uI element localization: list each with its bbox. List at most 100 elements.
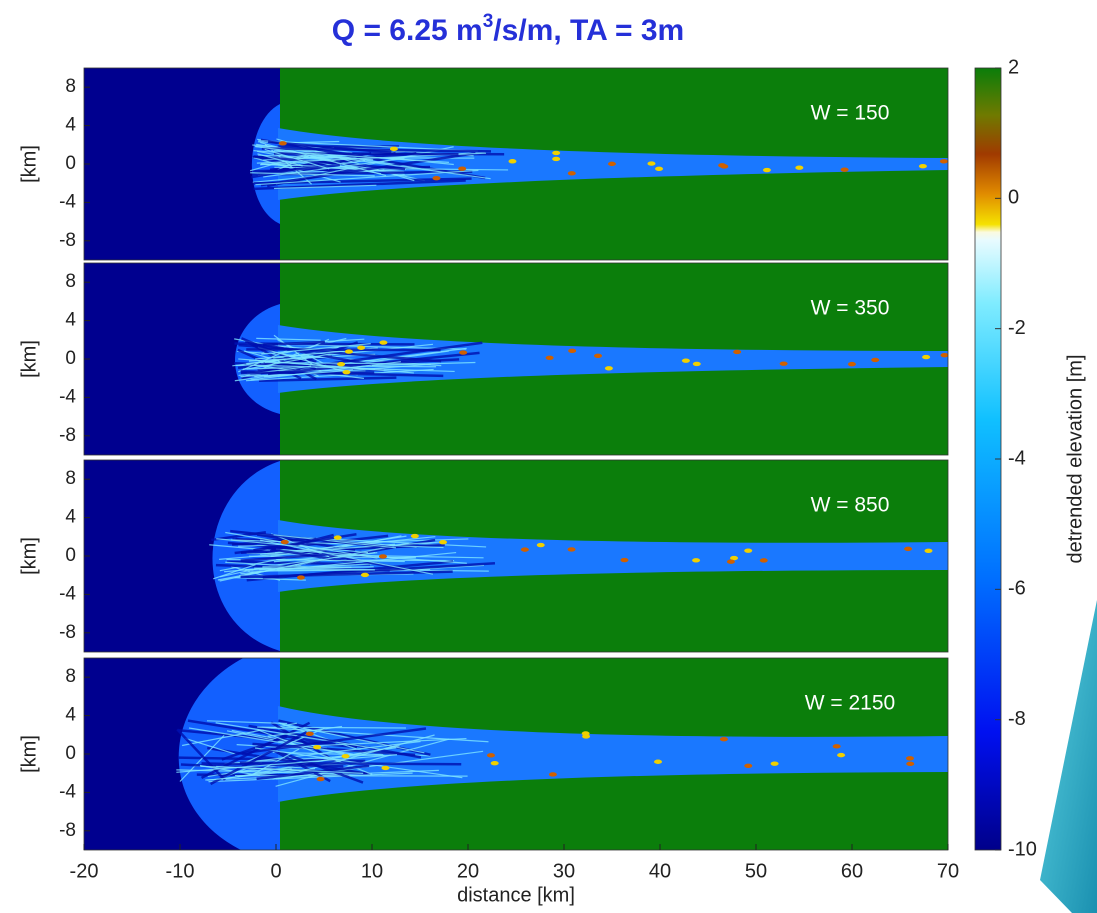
channel-streak bbox=[255, 145, 491, 180]
bar-deposit bbox=[458, 166, 467, 171]
y-tick-label: -8 bbox=[59, 230, 76, 251]
bar-deposit bbox=[840, 167, 849, 172]
channel-streak bbox=[238, 343, 442, 363]
bar-deposit bbox=[905, 756, 914, 761]
channel-streak bbox=[187, 719, 336, 746]
title-part: /s/m, TA = 3m bbox=[493, 14, 684, 47]
channel-streak bbox=[239, 542, 409, 577]
bar-deposit bbox=[620, 557, 629, 563]
bar-deposit bbox=[779, 361, 788, 366]
colorbar-tick-label: -8 bbox=[1008, 708, 1026, 730]
channel-streak bbox=[205, 769, 439, 781]
bar-deposit bbox=[795, 165, 804, 170]
y-tick-label: -8 bbox=[59, 622, 76, 643]
delta-fan bbox=[178, 658, 280, 850]
bar-deposit bbox=[744, 763, 753, 768]
channel-streak bbox=[216, 765, 364, 774]
bar-deposit bbox=[337, 362, 346, 367]
channel-streak bbox=[275, 548, 467, 564]
bar-deposit bbox=[410, 533, 419, 539]
bar-deposit bbox=[490, 761, 499, 766]
title: Q = 6.25 m3/s/m, TA = 3m bbox=[332, 11, 684, 47]
channel-streak bbox=[176, 728, 226, 782]
bar-deposit bbox=[726, 559, 735, 564]
bar-deposit bbox=[647, 161, 656, 166]
bar-deposit bbox=[342, 369, 351, 375]
channel-streak bbox=[208, 772, 413, 783]
x-tick-label: -20 bbox=[70, 860, 99, 882]
bar-deposit bbox=[918, 164, 927, 169]
colorbar-tick-label: 2 bbox=[1008, 56, 1019, 78]
y-axis-label: [km] bbox=[18, 145, 40, 183]
bar-deposit bbox=[871, 357, 880, 363]
bar-deposit bbox=[594, 353, 603, 358]
y-tick-label: 4 bbox=[65, 705, 76, 726]
bar-deposit bbox=[733, 349, 742, 355]
bar-deposit bbox=[296, 575, 305, 580]
y-axis-label: [km] bbox=[18, 735, 40, 773]
bar-deposit bbox=[357, 345, 366, 350]
x-axis-label: distance [km] bbox=[457, 884, 575, 906]
bar-deposit bbox=[759, 558, 768, 563]
bar-deposit bbox=[692, 361, 701, 367]
bar-deposit bbox=[939, 159, 948, 164]
map-panel: W = 350 [km] 8 4 0 -4 -8 bbox=[18, 262, 949, 456]
y-tick-label: 0 bbox=[65, 545, 76, 566]
bar-deposit bbox=[847, 361, 856, 367]
channel-streak bbox=[257, 153, 303, 167]
x-tick-label: 10 bbox=[361, 860, 383, 882]
bar-deposit bbox=[552, 150, 561, 156]
channel-streak bbox=[252, 340, 325, 347]
bar-deposit bbox=[439, 540, 448, 545]
bar-deposit bbox=[720, 164, 729, 169]
channel-streak bbox=[277, 750, 364, 784]
channel-streak bbox=[246, 348, 441, 352]
channel-streak bbox=[257, 346, 358, 376]
y-axis-label: [km] bbox=[18, 537, 40, 575]
channel-streak bbox=[274, 184, 377, 190]
y-tick-label: 8 bbox=[65, 666, 76, 687]
bar-deposit bbox=[906, 761, 915, 767]
bar-deposit bbox=[280, 539, 289, 545]
bar-deposit bbox=[567, 547, 576, 552]
bar-deposit bbox=[360, 572, 369, 578]
channel-streak bbox=[232, 355, 314, 367]
panel-annotation: W = 350 bbox=[811, 297, 890, 320]
bar-deposit bbox=[770, 761, 779, 766]
channel-streak bbox=[216, 538, 369, 554]
colorbar-tick-label: -2 bbox=[1008, 317, 1026, 339]
channel-streak bbox=[250, 361, 401, 381]
bar-deposit bbox=[719, 737, 728, 742]
bar-deposit bbox=[333, 535, 342, 540]
bar-deposit bbox=[832, 744, 841, 749]
bar-deposit bbox=[681, 358, 690, 363]
channel-belt bbox=[278, 520, 948, 592]
title-superscript: 3 bbox=[483, 11, 494, 32]
channel-streak bbox=[250, 172, 375, 177]
bar-deposit bbox=[567, 171, 576, 176]
y-tick-label: -4 bbox=[59, 191, 76, 212]
channel-streak bbox=[261, 147, 492, 153]
x-tick-label: -10 bbox=[166, 860, 195, 882]
channel-streak bbox=[210, 730, 308, 786]
channel-streak bbox=[240, 551, 457, 575]
bar-deposit bbox=[278, 141, 287, 146]
channel-streak bbox=[258, 376, 397, 383]
y-tick-label: 4 bbox=[65, 115, 76, 136]
y-tick-label: -8 bbox=[59, 820, 76, 841]
channel-streak bbox=[264, 148, 330, 170]
bar-deposit bbox=[486, 753, 495, 758]
bar-deposit bbox=[655, 166, 664, 171]
channel-streak bbox=[239, 761, 462, 766]
colorbar-tick-label: -10 bbox=[1008, 838, 1037, 860]
channel-streak bbox=[273, 534, 397, 549]
channel-streak bbox=[246, 350, 345, 370]
bar-deposit bbox=[313, 745, 322, 750]
channel-streak bbox=[221, 735, 288, 761]
x-tick-label: 30 bbox=[553, 860, 575, 882]
bar-deposit bbox=[344, 349, 353, 354]
channel-streak bbox=[276, 559, 405, 563]
channel-streak bbox=[234, 577, 306, 581]
channel-streak bbox=[256, 337, 321, 341]
